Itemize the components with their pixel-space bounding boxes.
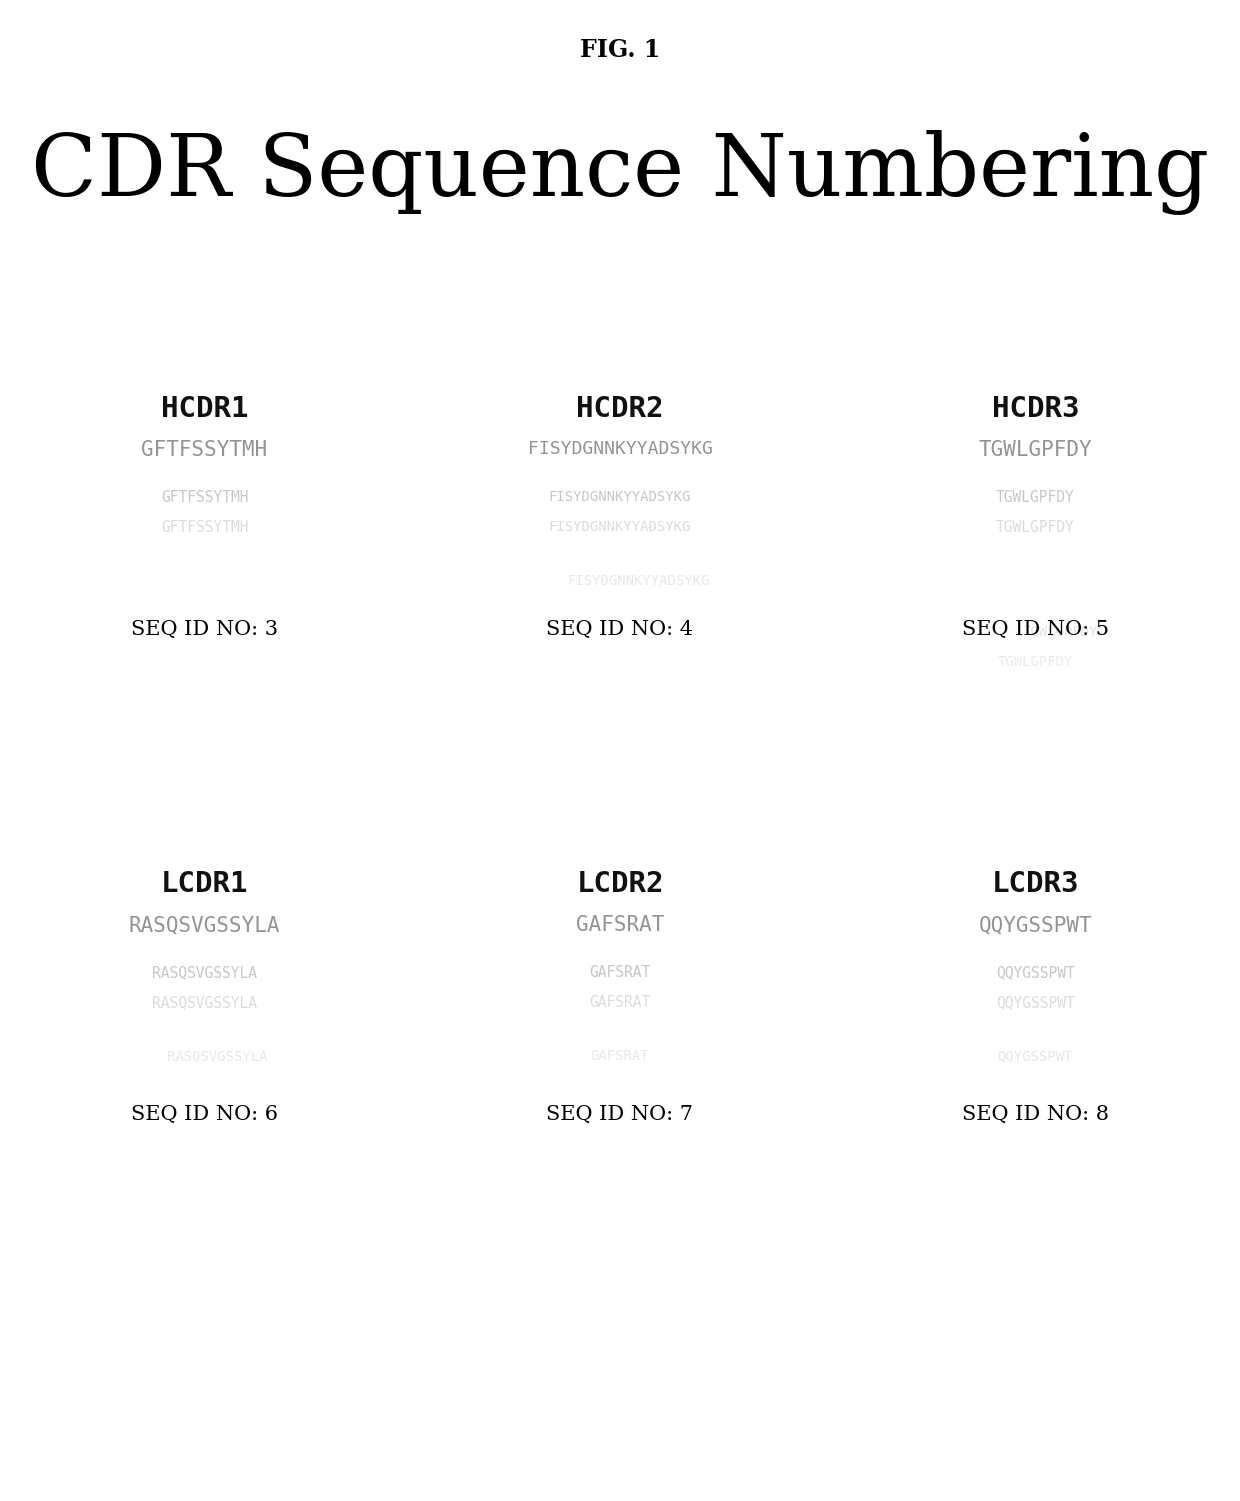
Text: GAFSRAT: GAFSRAT [589,965,651,980]
Text: TGWLGPFDY: TGWLGPFDY [996,519,1075,534]
Text: HCDR2: HCDR2 [577,395,663,423]
Text: QQYGSSPWT: QQYGSSPWT [998,1049,1073,1063]
Text: TGWLGPFDY: TGWLGPFDY [998,654,1073,669]
Text: SEQ ID NO: 8: SEQ ID NO: 8 [962,1105,1109,1124]
Text: GAFSRAT: GAFSRAT [589,995,651,1010]
Text: RASQSVGSSYLA: RASQSVGSSYLA [166,1049,268,1063]
Text: RASQSVGSSYLA: RASQSVGSSYLA [129,916,280,935]
Text: RASQSVGSSYLA: RASQSVGSSYLA [153,965,257,980]
Text: SEQ ID NO: 4: SEQ ID NO: 4 [547,620,693,639]
Text: TGWLGPFDY: TGWLGPFDY [996,489,1075,504]
Text: SEQ ID NO: 7: SEQ ID NO: 7 [547,1105,693,1124]
Text: FISYDGNNKYYADSYKG: FISYDGNNKYYADSYKG [549,489,691,504]
Text: FISYDGNNKYYADSYKG: FISYDGNNKYYADSYKG [549,519,691,534]
Text: LCDR3: LCDR3 [992,871,1079,898]
Text: GFTFSSYTMH: GFTFSSYTMH [161,519,248,534]
Text: FIG. 1: FIG. 1 [580,38,660,62]
Text: SEQ ID NO: 5: SEQ ID NO: 5 [962,620,1109,639]
Text: FISYDGNNKYYADSYKG: FISYDGNNKYYADSYKG [568,573,709,588]
Text: QQYGSSPWT: QQYGSSPWT [996,965,1075,980]
Text: SEQ ID NO: 6: SEQ ID NO: 6 [131,1105,278,1124]
Text: QQYGSSPWT: QQYGSSPWT [996,995,1075,1010]
Text: LCDR1: LCDR1 [161,871,248,898]
Text: GFTFSSYTMH: GFTFSSYTMH [141,440,268,459]
Text: CDR Sequence Numbering: CDR Sequence Numbering [31,131,1209,215]
Text: GAFSRAT: GAFSRAT [590,1049,650,1063]
Text: LCDR2: LCDR2 [577,871,663,898]
Text: GFTFSSYTMH: GFTFSSYTMH [161,489,248,504]
Text: SEQ ID NO: 3: SEQ ID NO: 3 [131,620,278,639]
Text: HCDR1: HCDR1 [161,395,248,423]
Text: HCDR3: HCDR3 [992,395,1079,423]
Text: QQYGSSPWT: QQYGSSPWT [978,916,1092,935]
Text: RASQSVGSSYLA: RASQSVGSSYLA [153,995,257,1010]
Text: TGWLGPFDY: TGWLGPFDY [978,440,1092,459]
Text: TGWLGPFDY: TGWLGPFDY [1023,624,1097,639]
Text: GAFSRAT: GAFSRAT [575,916,665,935]
Text: FISYDGNNKYYADSYKG: FISYDGNNKYYADSYKG [527,440,713,458]
